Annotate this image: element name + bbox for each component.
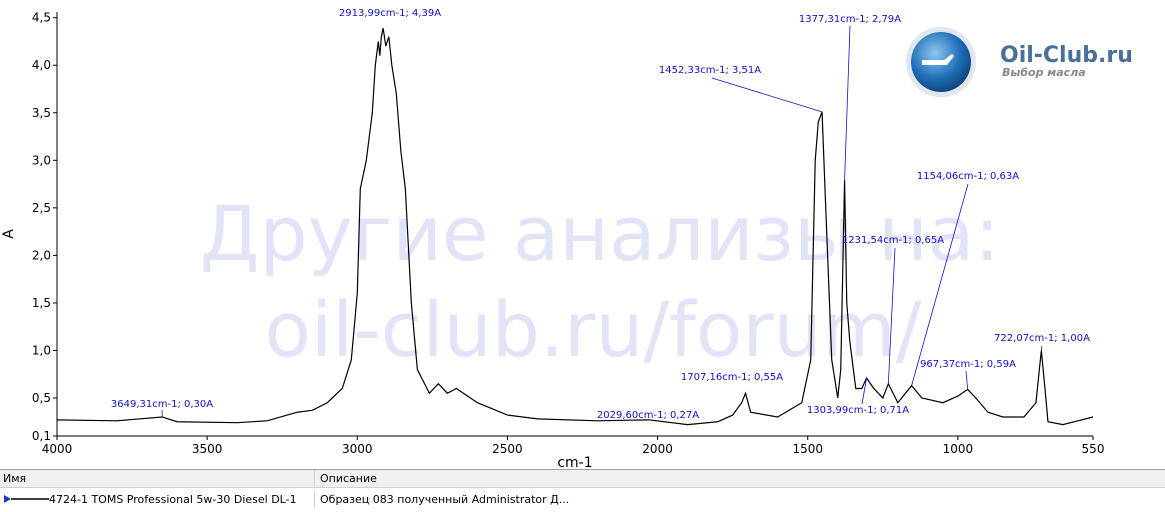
annotation-label: 1452,33cm-1; 3,51A — [659, 65, 761, 76]
y-tick-label: 4,0 — [32, 58, 51, 72]
annotation-label: 2029,60cm-1; 0,27A — [597, 410, 699, 421]
watermark: oil-club.ru/forum/ — [265, 285, 922, 374]
x-tick-label: 1000 — [943, 442, 974, 456]
y-tick-label: 0,1 — [32, 429, 51, 443]
annotation-leader — [966, 371, 968, 389]
annotation-leader — [712, 78, 822, 112]
y-tick-label: 3,0 — [32, 153, 51, 167]
x-tick-label: 2500 — [492, 442, 523, 456]
x-tick-label: 2000 — [642, 442, 673, 456]
chart: Другие анализы на: oil-club.ru/forum/ Oi… — [0, 0, 1165, 469]
y-tick-label: 1,5 — [32, 296, 51, 310]
watermark: Другие анализы на: — [200, 189, 1000, 278]
annotation-leader — [1041, 346, 1042, 350]
header-cell: Имя — [0, 470, 315, 487]
y-tick-label: 2,5 — [32, 201, 51, 215]
legend-table: Имя Описание 4724-1 TOMS Professional 5w… — [0, 469, 1165, 512]
x-axis-label: cm-1 — [557, 455, 592, 469]
y-tick-label: 0,5 — [32, 391, 51, 405]
annotation-label: 1154,06cm-1; 0,63A — [917, 171, 1019, 182]
cell: 4724-1 TOMS Professional 5w-30 Diesel DL… — [0, 491, 315, 508]
logo-subtitle: Выбор масла — [1002, 66, 1086, 79]
cell-text: 4724-1 TOMS Professional 5w-30 Diesel DL… — [49, 491, 297, 508]
annotation-label: 967,37cm-1; 0,59A — [920, 359, 1016, 370]
y-tick-label: 2,0 — [32, 248, 51, 262]
header-cell: Описание — [315, 470, 377, 487]
x-tick-label: 3000 — [342, 442, 373, 456]
annotation-leader — [845, 26, 850, 180]
logo-title: Oil-Club.ru — [1000, 43, 1133, 68]
annotation-label: 1303,99cm-1; 0,71A — [807, 405, 909, 416]
cell: Образец 083 полученный Administrator Д..… — [315, 491, 569, 508]
annotation-label: 1231,54cm-1; 0,65A — [842, 235, 944, 246]
x-tick-label: 550 — [1082, 442, 1105, 456]
annotation-label: 1377,31cm-1; 2,79A — [799, 14, 901, 25]
y-axis-label: A — [1, 229, 17, 239]
y-tick-label: 4,5 — [32, 11, 51, 25]
annotation-label: 1707,16cm-1; 0,55A — [681, 372, 783, 383]
y-tick-label: 3,5 — [32, 106, 51, 120]
x-tick-label: 1500 — [792, 442, 823, 456]
x-tick-label: 4000 — [42, 442, 73, 456]
annotation-label: 3649,31cm-1; 0,30A — [111, 399, 213, 410]
table-row[interactable]: 4724-1 TOMS Professional 5w-30 Diesel DL… — [0, 488, 1165, 510]
annotation-label: 722,07cm-1; 1,00A — [994, 333, 1090, 344]
x-tick-label: 3500 — [192, 442, 223, 456]
table-header: Имя Описание — [0, 470, 1165, 488]
annotation-label: 2913,99cm-1; 4,39A — [339, 8, 441, 19]
series-swatch — [3, 494, 49, 504]
y-tick-label: 1,0 — [32, 343, 51, 357]
